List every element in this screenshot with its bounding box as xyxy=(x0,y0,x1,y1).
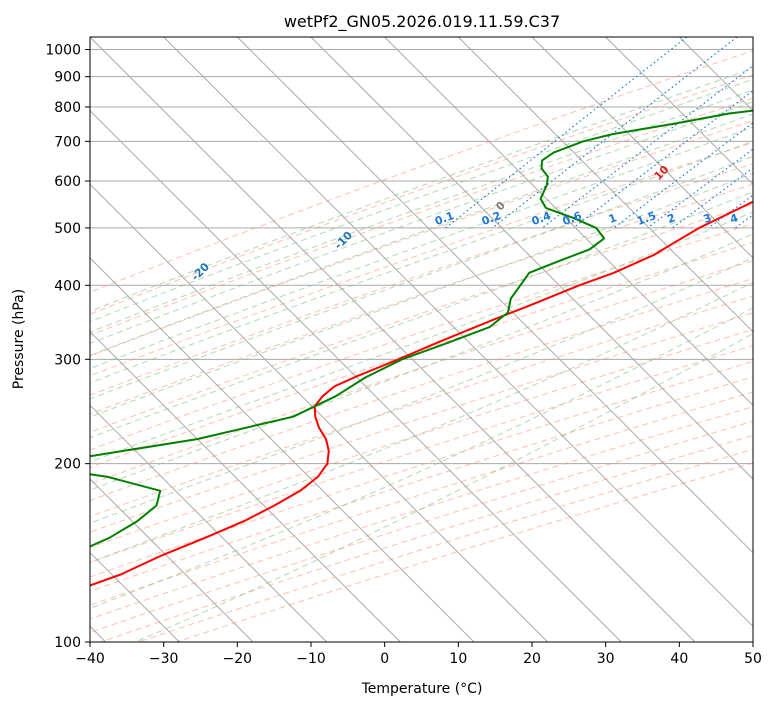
x-tick-label: 0 xyxy=(380,651,389,667)
temperature-profile-line xyxy=(90,200,753,587)
y-tick-label: 700 xyxy=(54,134,81,150)
mixing-ratio-label: 0.1 xyxy=(433,209,456,228)
moist-adiabat-line xyxy=(90,67,753,312)
mixing-ratio-label: 6 xyxy=(767,211,775,226)
moist-adiabat-line xyxy=(90,78,753,323)
dry-adiabat-line xyxy=(90,203,753,433)
moist-adiabat-line xyxy=(135,332,753,642)
mixing-ratio-label: 3 xyxy=(702,211,714,226)
y-tick-label: 1000 xyxy=(45,43,81,59)
dewpoint-profile-line xyxy=(90,109,753,548)
isotherm-line xyxy=(163,37,753,628)
moist-adiabat-line xyxy=(90,257,753,524)
mixing-ratio-label: 4 xyxy=(728,211,740,226)
y-tick-label: 600 xyxy=(54,174,81,190)
moist-adiabat-line xyxy=(90,211,753,463)
mixing-ratio-line xyxy=(492,37,738,229)
chart-title: wetPf2_GN05.2026.019.11.59.C37 xyxy=(284,12,560,32)
y-tick-label: 100 xyxy=(54,635,81,651)
isotherm-line xyxy=(605,37,753,186)
dry-adiabat-line xyxy=(90,360,753,578)
dry-adiabat-line xyxy=(90,141,753,377)
mixing-ratio-label: 0.4 xyxy=(530,209,553,228)
x-tick-label: −30 xyxy=(149,651,179,667)
x-tick-label: 50 xyxy=(744,651,762,667)
y-tick-label: 900 xyxy=(54,70,81,86)
isotherm-line xyxy=(384,37,753,407)
dry-adiabat-line xyxy=(90,278,753,502)
dry-adiabat-line xyxy=(90,312,753,533)
mixing-ratio-label: 0.2 xyxy=(480,209,503,228)
plot-frame xyxy=(89,36,754,643)
dry-adiabat-line xyxy=(90,120,753,357)
dry-adiabat-line xyxy=(90,222,753,451)
moist-adiabat-line xyxy=(90,156,753,400)
isotherm-line xyxy=(90,257,475,642)
mixing-ratio-label: 1 xyxy=(607,211,619,226)
x-tick-label: 20 xyxy=(523,651,541,667)
mixing-ratio-label: 0.6 xyxy=(561,209,584,228)
isotherm-line xyxy=(236,37,753,554)
y-tick-label: 200 xyxy=(54,457,81,473)
moist-adiabat-line xyxy=(90,126,753,370)
x-tick-label: 30 xyxy=(597,651,615,667)
y-tick-label: 500 xyxy=(54,221,81,237)
x-tick-label: −40 xyxy=(75,651,105,667)
dry-adiabat-line xyxy=(90,97,753,336)
isotherm-line xyxy=(90,330,401,642)
moist-adiabat-line xyxy=(90,140,753,384)
isotherm-line xyxy=(90,404,328,642)
moist-adiabat-line xyxy=(90,89,753,333)
x-tick-label: 40 xyxy=(670,651,688,667)
isotherm-line xyxy=(90,109,622,642)
isotherm-line xyxy=(531,37,753,259)
dry-adiabat-line xyxy=(90,163,753,396)
isotherm-line xyxy=(752,37,753,38)
dry-adiabat-line xyxy=(90,50,753,293)
dry-adiabat-line xyxy=(90,328,753,548)
mixing-ratio-label: 1.5 xyxy=(635,209,658,228)
y-tick-label: 300 xyxy=(54,352,81,368)
isotherm-line xyxy=(90,478,254,642)
moist-adiabat-line xyxy=(90,172,753,418)
mixing-ratio-label: 2 xyxy=(665,211,677,226)
isotherm-line xyxy=(90,183,549,642)
dry-adiabat-line xyxy=(90,391,753,606)
mixing-ratio-line xyxy=(672,167,753,229)
dry-adiabat-label: -30 xyxy=(42,295,65,318)
dry-adiabat-line xyxy=(90,74,753,315)
y-tick-label: 800 xyxy=(54,100,81,116)
isotherm-line xyxy=(310,37,753,480)
isotherm-line xyxy=(90,37,696,642)
moist-adiabat-line xyxy=(90,281,753,563)
mixing-ratio-line xyxy=(445,37,688,229)
moist-adiabat-line xyxy=(90,113,753,357)
y-tick-label: 400 xyxy=(54,278,81,294)
x-axis-label: Temperature (°C) xyxy=(361,681,483,697)
plot-background xyxy=(90,37,753,642)
mixing-ratio-line xyxy=(572,89,753,229)
y-axis-label: Pressure (hPa) xyxy=(11,289,27,389)
moist-adiabat-line xyxy=(90,233,753,491)
x-tick-label: 10 xyxy=(449,651,467,667)
x-tick-label: −10 xyxy=(296,651,326,667)
x-tick-label: −20 xyxy=(223,651,253,667)
mixing-ratio-line xyxy=(647,148,753,229)
